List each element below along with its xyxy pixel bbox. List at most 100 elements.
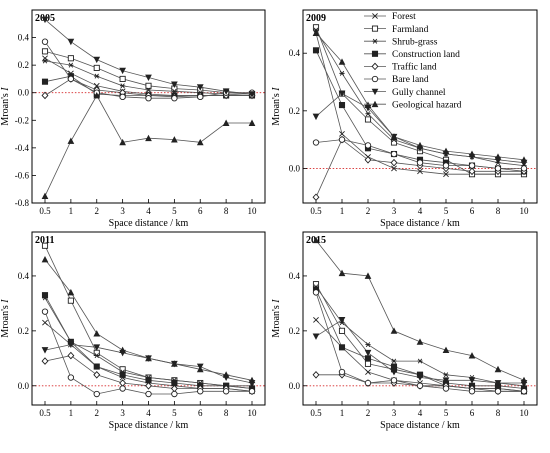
data-point-shrub-grass: [443, 372, 449, 378]
y-tick-label: 0.2: [18, 60, 29, 70]
x-tick-label: 10: [520, 206, 530, 216]
data-point-gully-channel: [145, 74, 152, 82]
data-point-gully-channel: [93, 344, 101, 351]
y-axis-title: Mroan's I: [0, 299, 11, 338]
series-line-geological-hazard: [44, 94, 252, 197]
data-point-traffic-land: [145, 381, 152, 390]
x-axis-title: Space distance / km: [380, 420, 460, 431]
legend-marker: [371, 75, 379, 83]
data-point-geological-hazard: [67, 137, 75, 144]
data-point-bare-land: [364, 379, 372, 387]
data-point-construction-land: [93, 363, 100, 370]
data-point-geological-hazard: [171, 360, 178, 367]
x-tick-label: 0.5: [39, 206, 51, 216]
x-tick-label: 8: [496, 408, 501, 418]
y-tick-label: 0.0: [18, 88, 30, 98]
x-tick-label: 2: [366, 206, 371, 216]
y-axis-title: Mroan's I: [271, 87, 282, 126]
data-point-gully-channel: [468, 377, 476, 384]
data-point-geological-hazard: [520, 376, 528, 384]
data-point-gully-channel: [119, 67, 126, 75]
x-tick-label: 1: [69, 408, 74, 418]
chart-panel-2005: -0.8 -0.6 -0.4 -0.2 0.0 0.2 0.4 0.5 1 2 3 4 5 6 8 10 Spa…: [0, 9, 266, 229]
data-point-shrub-grass: [42, 58, 48, 64]
data-point-traffic-land: [312, 193, 320, 202]
data-point-construction-land: [390, 363, 398, 370]
x-tick-label: 8: [496, 206, 501, 216]
data-point-gully-channel: [41, 347, 49, 354]
data-point-farmland: [41, 242, 49, 249]
x-tick-label: 6: [198, 408, 203, 418]
x-tick-label: 2: [95, 408, 100, 418]
data-point-shrub-grass: [365, 111, 371, 117]
data-point-bare-land: [312, 139, 320, 146]
panel-title: 2009: [306, 13, 326, 24]
y-tick-label: 0.0: [18, 381, 30, 391]
data-point-farmland: [93, 64, 100, 71]
legend-label: Bare land: [392, 75, 429, 85]
data-point-traffic-land: [41, 91, 49, 100]
data-point-geological-hazard: [416, 338, 424, 345]
data-point-geological-hazard: [312, 236, 320, 244]
data-point-bare-land: [145, 95, 152, 102]
x-tick-label: 1: [69, 206, 74, 216]
legend-marker: [372, 38, 378, 44]
data-point-gully-channel: [312, 333, 320, 340]
data-point-geological-hazard: [390, 327, 398, 334]
panel-title: 2011: [35, 235, 54, 246]
x-tick-label: 3: [392, 206, 397, 216]
data-point-bare-land: [119, 385, 126, 392]
data-point-bare-land: [494, 165, 502, 172]
data-point-bare-land: [119, 93, 126, 101]
data-point-bare-land: [364, 142, 372, 149]
data-point-farmland: [67, 55, 74, 62]
data-point-gully-channel: [248, 91, 256, 98]
data-point-construction-land: [364, 355, 372, 362]
x-tick-label: 4: [146, 206, 151, 216]
data-point-geological-hazard: [442, 346, 450, 353]
data-point-traffic-land: [93, 371, 101, 379]
data-point-geological-hazard: [494, 153, 502, 160]
series-line-geological-hazard: [315, 239, 525, 381]
data-point-bare-land: [520, 165, 528, 172]
x-tick-label: 5: [444, 408, 449, 418]
data-point-construction-land: [338, 344, 346, 351]
x-tick-label: 5: [172, 408, 177, 418]
legend-marker: [372, 13, 378, 19]
data-point-gully-channel: [338, 90, 346, 98]
data-point-shrub-grass: [365, 342, 371, 348]
y-tick-label: 0.4: [18, 33, 30, 43]
data-point-geological-hazard: [494, 365, 502, 373]
data-point-geological-hazard: [364, 272, 372, 279]
data-point-forest: [42, 319, 48, 326]
data-point-geological-hazard: [390, 133, 398, 140]
x-tick-label: 2: [95, 206, 100, 216]
data-point-bare-land: [41, 308, 49, 315]
x-tick-label: 8: [224, 408, 229, 418]
data-point-bare-land: [416, 159, 424, 166]
x-tick-label: 5: [444, 206, 449, 216]
data-point-farmland: [312, 24, 320, 31]
y-axis-title: Mroan's I: [271, 299, 282, 338]
y-tick-label: -0.6: [15, 170, 30, 180]
data-point-geological-hazard: [93, 330, 101, 337]
y-tick-label: 0.2: [289, 326, 300, 336]
y-axis-title: Mroan's I: [0, 87, 11, 126]
data-point-bare-land: [468, 388, 476, 395]
data-point-bare-land: [338, 136, 346, 143]
data-point-geological-hazard: [145, 354, 152, 362]
data-point-geological-hazard: [196, 365, 204, 373]
data-point-gully-channel: [41, 16, 49, 24]
y-tick-label: 0.2: [289, 106, 300, 116]
x-tick-label: 0.5: [39, 408, 51, 418]
data-point-geological-hazard: [171, 136, 178, 143]
data-point-bare-land: [520, 388, 528, 395]
data-point-bare-land: [442, 385, 450, 392]
data-point-bare-land: [197, 388, 204, 395]
x-tick-label: 1: [340, 408, 345, 418]
chart-panel-2011: 0.0 0.2 0.4 0.5 1 2 3 4 5 6 8 10 Space distance / km…: [0, 231, 266, 431]
chart-panel-2009: 0.0 0.2 0.4 0.5 1 2 3 4 5 6 8 10 Space distance / km…: [271, 9, 538, 229]
data-point-forest: [391, 165, 397, 172]
data-point-bare-land: [416, 382, 424, 389]
